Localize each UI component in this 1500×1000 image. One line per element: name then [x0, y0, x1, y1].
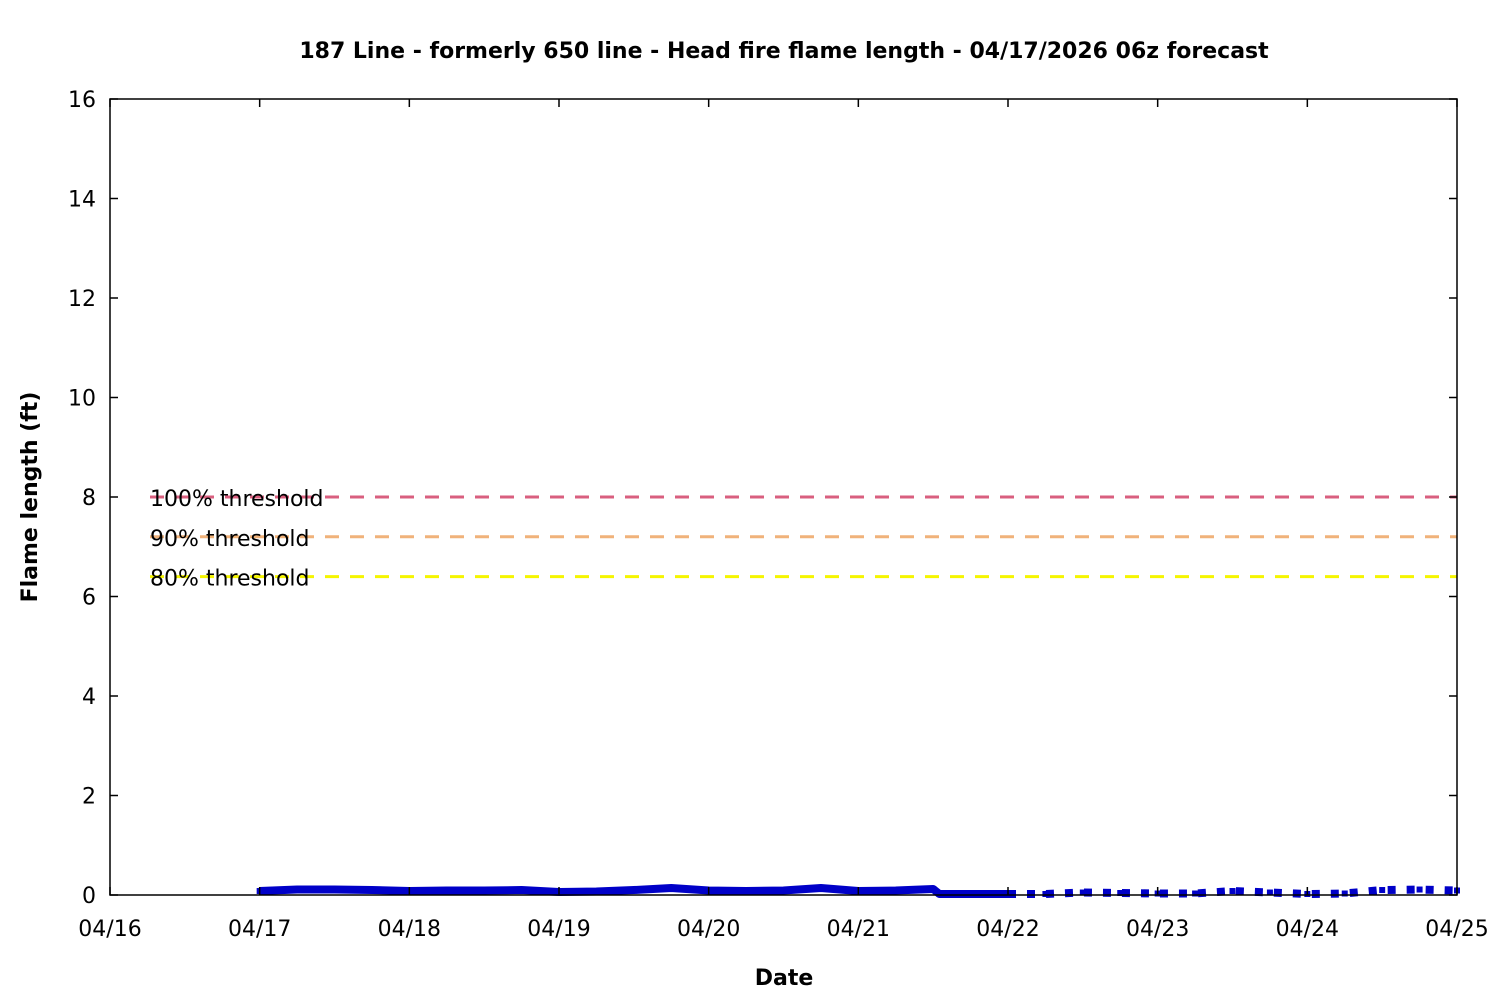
chart-title: 187 Line - formerly 650 line - Head fire…: [299, 39, 1269, 64]
axis-ticks: 04/16 04/17 04/18 04/19 04/20 04/21 04/22 04/23…: [68, 88, 1489, 942]
threshold-lines: 100% threshold 90% threshold 80% threshold: [150, 487, 1457, 592]
data-point: [630, 887, 637, 894]
data-point: [1117, 890, 1124, 897]
data-point: [1192, 890, 1199, 897]
data-point: [967, 891, 974, 898]
y-tick-label: 14: [68, 188, 96, 213]
data-point: [294, 886, 301, 893]
data-point: [1229, 888, 1236, 895]
data-point: [780, 887, 787, 894]
x-tick-label: 04/22: [976, 917, 1039, 942]
data-point: [930, 886, 937, 893]
y-axis-label: Flame length (ft): [18, 392, 43, 603]
data-point: [936, 891, 943, 898]
data-point: [892, 887, 899, 894]
y-tick-label: 8: [82, 486, 96, 511]
forecast-line: [259, 884, 1008, 899]
data-point: [593, 888, 600, 895]
data-point: [518, 887, 525, 894]
data-point: [743, 888, 750, 895]
x-tick-label: 04/21: [827, 917, 890, 942]
data-point: [1266, 889, 1273, 896]
data-point: [1079, 889, 1086, 896]
y-tick-label: 0: [82, 884, 96, 909]
data-point: [331, 886, 338, 893]
y-tick-label: 6: [82, 586, 96, 611]
y-tick-label: 10: [68, 387, 96, 412]
threshold-label: 100% threshold: [150, 487, 324, 512]
data-point: [668, 885, 675, 892]
y-tick-label: 4: [82, 685, 96, 710]
data-point: [817, 885, 824, 892]
x-tick-label: 04/17: [228, 917, 291, 942]
data-point: [481, 887, 488, 894]
data-point: [368, 887, 375, 894]
x-tick-label: 04/23: [1126, 917, 1189, 942]
x-tick-label: 04/20: [677, 917, 740, 942]
data-point: [1042, 891, 1049, 898]
y-tick-label: 16: [68, 88, 96, 113]
x-tick-label: 04/25: [1425, 917, 1488, 942]
data-point: [1341, 890, 1348, 897]
threshold-label: 80% threshold: [150, 567, 310, 592]
data-point: [1416, 886, 1423, 893]
x-tick-label: 04/19: [527, 917, 590, 942]
x-tick-label: 04/16: [78, 917, 141, 942]
data-point: [1379, 887, 1386, 894]
threshold-label: 90% threshold: [150, 527, 310, 552]
x-tick-label: 04/24: [1276, 917, 1339, 942]
x-tick-label: 04/18: [378, 917, 441, 942]
x-axis-label: Date: [755, 966, 814, 991]
y-tick-label: 12: [68, 287, 96, 312]
y-tick-label: 2: [82, 785, 96, 810]
data-point: [443, 887, 450, 894]
